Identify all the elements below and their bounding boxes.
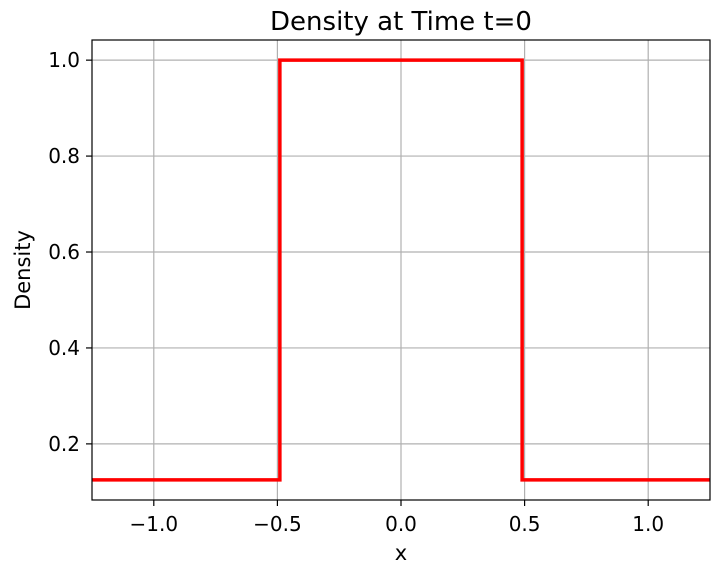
x-axis-label: x bbox=[395, 541, 407, 565]
x-tick-label: −1.0 bbox=[130, 512, 179, 536]
tick-layer: −1.0 −0.5 0.0 0.5 1.0 0.2 0.4 0.6 0.8 1.0 bbox=[48, 48, 664, 536]
y-tick-label: 1.0 bbox=[48, 48, 80, 72]
x-tick-label: −0.5 bbox=[253, 512, 302, 536]
x-tick-label: 1.0 bbox=[632, 512, 664, 536]
y-axis-label: Density bbox=[11, 230, 35, 310]
data-layer bbox=[92, 58, 710, 482]
y-tick-label: 0.2 bbox=[48, 432, 80, 456]
density-series-line bbox=[92, 58, 710, 482]
chart-title: Density at Time t=0 bbox=[270, 7, 532, 37]
x-tick-label: 0.5 bbox=[509, 512, 541, 536]
y-tick-label: 0.6 bbox=[48, 240, 80, 264]
y-tick-label: 0.8 bbox=[48, 144, 80, 168]
grid-layer bbox=[92, 40, 710, 500]
x-tick-label: 0.0 bbox=[385, 512, 417, 536]
y-tick-label: 0.4 bbox=[48, 336, 80, 360]
